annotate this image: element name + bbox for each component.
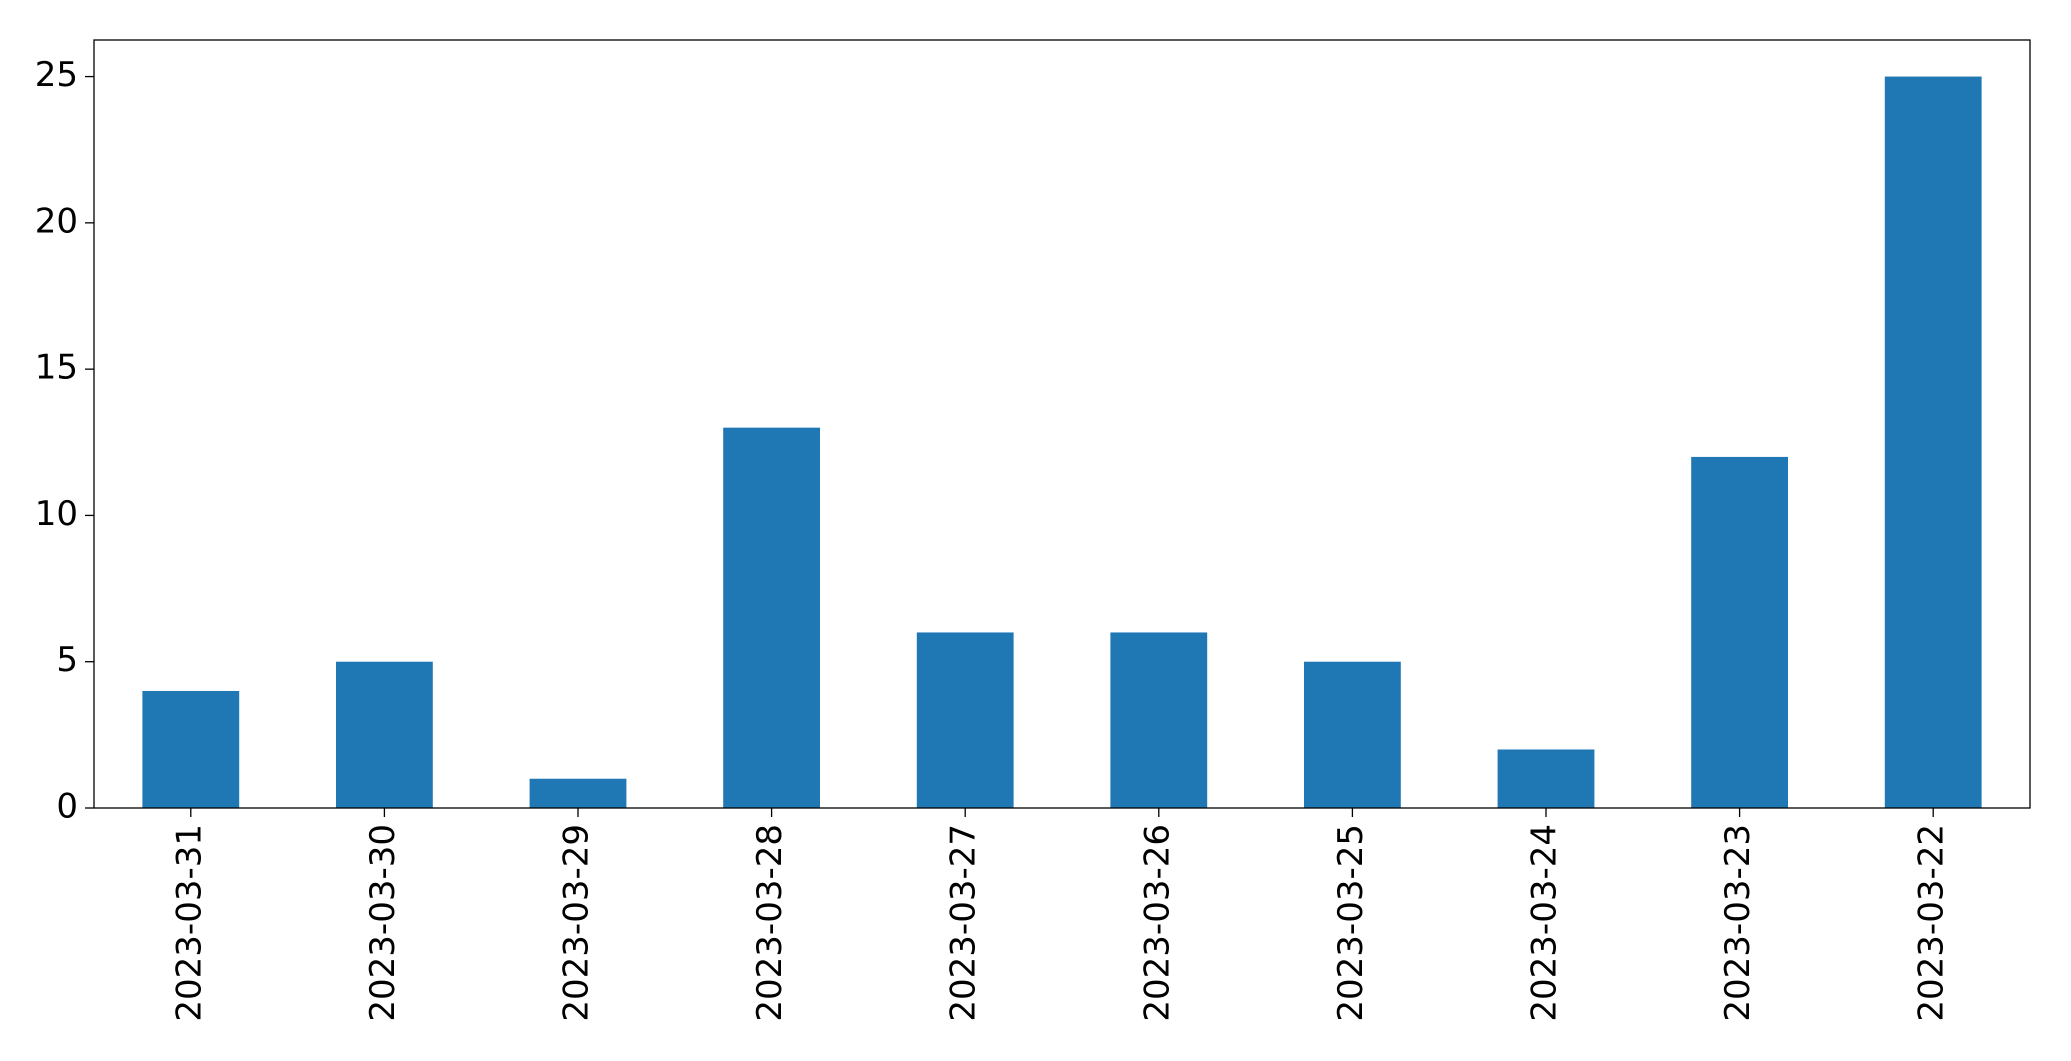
bar <box>1304 661 1401 808</box>
x-tick-label: 2023-03-31 <box>169 824 209 1022</box>
bar <box>142 690 240 808</box>
bar <box>1884 76 1982 809</box>
x-tick-label: 2023-03-22 <box>1912 824 1952 1022</box>
bar <box>916 632 1014 808</box>
x-tick-label: 2023-03-25 <box>1331 824 1371 1022</box>
x-tick-label: 2023-03-29 <box>557 824 597 1022</box>
y-tick-label: 20 <box>35 201 78 241</box>
x-tick-label: 2023-03-23 <box>1718 824 1758 1022</box>
y-tick-label: 10 <box>35 494 78 534</box>
x-tick-label: 2023-03-26 <box>1137 824 1177 1022</box>
bar <box>529 778 627 808</box>
x-tick-label: 2023-03-28 <box>750 824 790 1022</box>
y-tick-label: 15 <box>35 348 78 388</box>
bar <box>1497 749 1595 808</box>
bar <box>723 427 820 808</box>
y-tick-label: 0 <box>56 787 78 827</box>
y-tick-label: 25 <box>35 55 78 95</box>
x-tick-label: 2023-03-30 <box>363 824 403 1022</box>
x-tick-label: 2023-03-24 <box>1525 824 1565 1022</box>
bar <box>1110 632 1208 808</box>
x-tick-label: 2023-03-27 <box>944 824 984 1022</box>
bar <box>336 661 433 808</box>
y-tick-label: 5 <box>56 640 78 680</box>
bar <box>1691 456 1788 808</box>
plot-frame <box>93 39 2031 809</box>
